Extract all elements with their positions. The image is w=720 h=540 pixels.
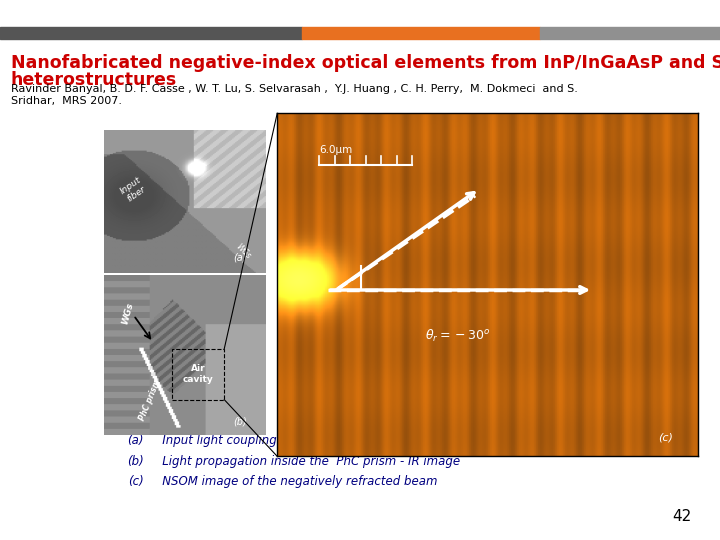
Text: 6.0μm: 6.0μm	[320, 145, 353, 154]
Text: (a): (a)	[127, 434, 144, 447]
Bar	[540, 27, 720, 39]
Text: 42: 42	[672, 509, 691, 524]
Bar	[0, 27, 302, 39]
Text: Air
cavity: Air cavity	[183, 364, 214, 384]
Text: Nanofabricated negative-index optical elements from InP/InGaAsP and SOI: Nanofabricated negative-index optical el…	[11, 54, 720, 72]
Bar	[302, 27, 540, 39]
Text: WGs: WGs	[234, 242, 253, 260]
Text: NSOM image of the negatively refracted beam: NSOM image of the negatively refracted b…	[151, 475, 438, 488]
Text: (b): (b)	[127, 455, 144, 468]
Text: Light propagation inside the  PhC prism - IR image: Light propagation inside the PhC prism -…	[151, 455, 460, 468]
Text: Input light coupling into the waveguide: Input light coupling into the waveguide	[151, 434, 395, 447]
Text: $\theta_r = -30^o$: $\theta_r = -30^o$	[425, 328, 490, 345]
Text: (b): (b)	[233, 417, 247, 427]
Text: (c): (c)	[128, 475, 144, 488]
Text: (c): (c)	[658, 433, 673, 443]
Bar	[173, 349, 225, 400]
Text: Ravinder Banyal, B. D. F. Casse , W. T. Lu, S. Selvarasah ,  Y.J. Huang , C. H. : Ravinder Banyal, B. D. F. Casse , W. T. …	[11, 84, 577, 94]
Text: Sridhar,  MRS 2007.: Sridhar, MRS 2007.	[11, 96, 122, 106]
Text: WGs: WGs	[121, 301, 135, 325]
Text: Input
fiber: Input fiber	[118, 175, 149, 204]
Text: (a): (a)	[233, 253, 247, 262]
Text: heterostructures: heterostructures	[11, 71, 177, 89]
Text: PhC prism: PhC prism	[138, 378, 162, 422]
